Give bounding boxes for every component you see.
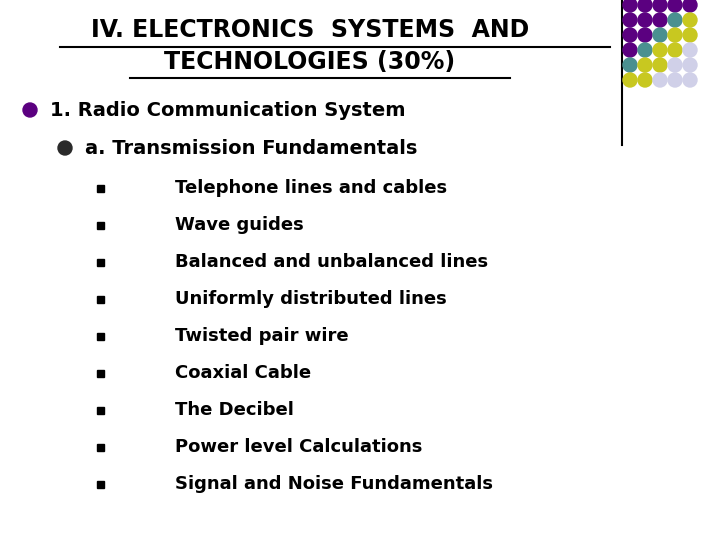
Circle shape bbox=[683, 58, 697, 72]
Circle shape bbox=[623, 58, 637, 72]
Circle shape bbox=[653, 58, 667, 72]
Circle shape bbox=[668, 13, 682, 27]
Text: Power level Calculations: Power level Calculations bbox=[175, 438, 423, 456]
Circle shape bbox=[638, 73, 652, 87]
Text: Coaxial Cable: Coaxial Cable bbox=[175, 364, 311, 382]
FancyBboxPatch shape bbox=[96, 333, 104, 340]
Circle shape bbox=[653, 13, 667, 27]
Text: a. Transmission Fundamentals: a. Transmission Fundamentals bbox=[85, 138, 418, 158]
Circle shape bbox=[653, 73, 667, 87]
Circle shape bbox=[653, 0, 667, 12]
Circle shape bbox=[683, 28, 697, 42]
Circle shape bbox=[668, 28, 682, 42]
Text: Wave guides: Wave guides bbox=[175, 216, 304, 234]
Circle shape bbox=[623, 73, 637, 87]
Circle shape bbox=[668, 43, 682, 57]
Text: Telephone lines and cables: Telephone lines and cables bbox=[175, 179, 447, 197]
Circle shape bbox=[683, 0, 697, 12]
Text: 1. Radio Communication System: 1. Radio Communication System bbox=[50, 100, 405, 119]
Text: Signal and Noise Fundamentals: Signal and Noise Fundamentals bbox=[175, 475, 493, 493]
Circle shape bbox=[638, 0, 652, 12]
FancyBboxPatch shape bbox=[96, 369, 104, 376]
Circle shape bbox=[638, 28, 652, 42]
Circle shape bbox=[23, 103, 37, 117]
Text: TECHNOLOGIES (30%): TECHNOLOGIES (30%) bbox=[164, 50, 456, 74]
Circle shape bbox=[668, 0, 682, 12]
Circle shape bbox=[683, 43, 697, 57]
Circle shape bbox=[623, 43, 637, 57]
Text: Twisted pair wire: Twisted pair wire bbox=[175, 327, 348, 345]
FancyBboxPatch shape bbox=[96, 481, 104, 488]
Circle shape bbox=[623, 13, 637, 27]
Circle shape bbox=[638, 58, 652, 72]
Circle shape bbox=[638, 13, 652, 27]
Circle shape bbox=[668, 73, 682, 87]
FancyBboxPatch shape bbox=[96, 259, 104, 266]
FancyBboxPatch shape bbox=[96, 221, 104, 228]
FancyBboxPatch shape bbox=[96, 185, 104, 192]
Circle shape bbox=[683, 13, 697, 27]
Circle shape bbox=[683, 73, 697, 87]
Circle shape bbox=[668, 58, 682, 72]
FancyBboxPatch shape bbox=[96, 443, 104, 450]
Text: Balanced and unbalanced lines: Balanced and unbalanced lines bbox=[175, 253, 488, 271]
Circle shape bbox=[623, 0, 637, 12]
FancyBboxPatch shape bbox=[96, 407, 104, 414]
FancyBboxPatch shape bbox=[96, 295, 104, 302]
Circle shape bbox=[58, 141, 72, 155]
Circle shape bbox=[623, 28, 637, 42]
Text: Uniformly distributed lines: Uniformly distributed lines bbox=[175, 290, 446, 308]
Circle shape bbox=[653, 43, 667, 57]
Circle shape bbox=[653, 28, 667, 42]
Text: IV. ELECTRONICS  SYSTEMS  AND: IV. ELECTRONICS SYSTEMS AND bbox=[91, 18, 529, 42]
Circle shape bbox=[638, 43, 652, 57]
Text: The Decibel: The Decibel bbox=[175, 401, 294, 419]
